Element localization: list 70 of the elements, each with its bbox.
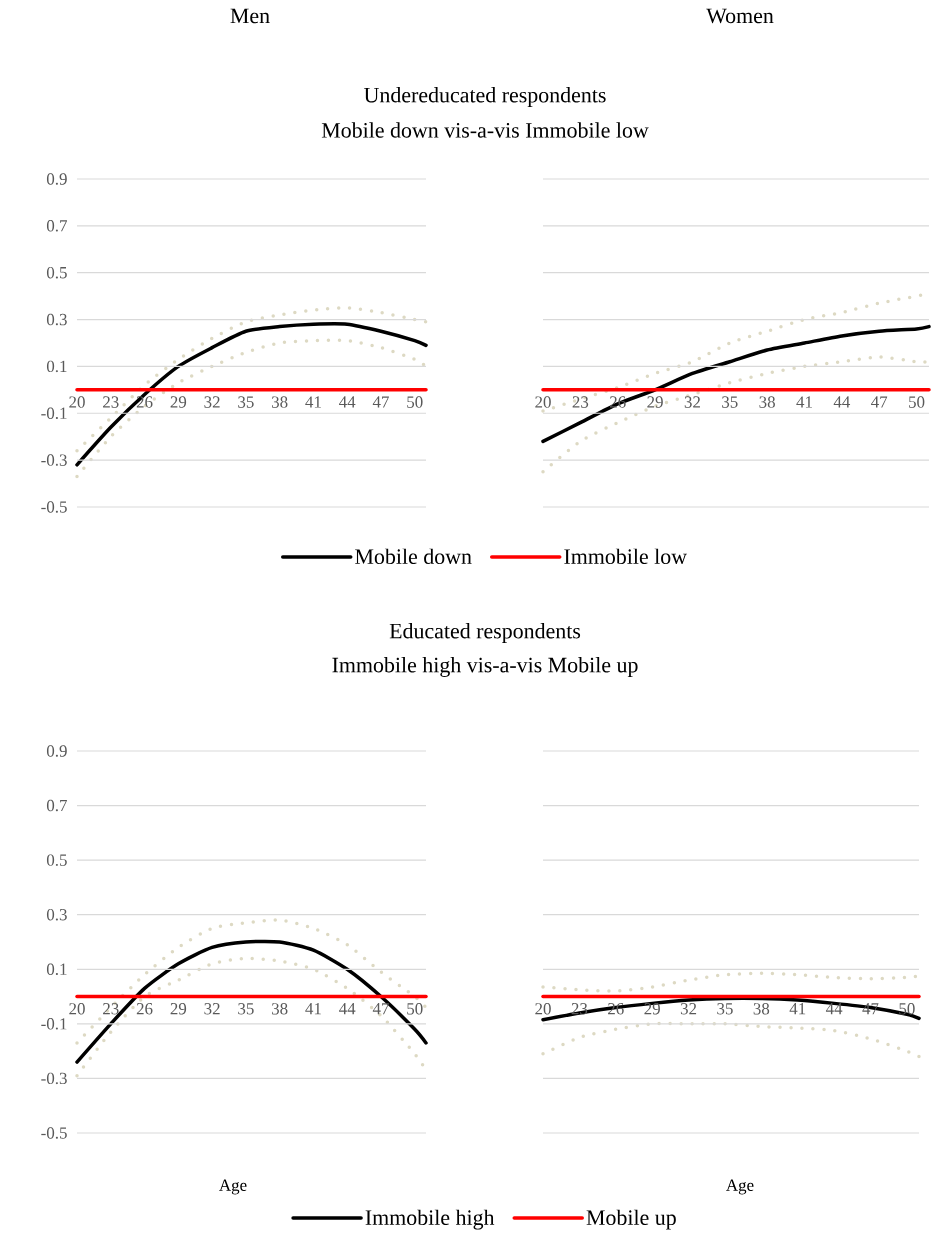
y-tick-label: -0.5 [41,1127,67,1139]
x-tick-label: 35 [238,396,254,408]
x-tick-label: 44 [339,1003,356,1015]
x-tick-label: 23 [572,396,589,408]
x-tick-label: 38 [753,1003,770,1015]
legend-label: Immobile low [564,548,687,565]
x-tick-label: 41 [305,396,321,408]
x-tick-label: 38 [271,396,288,408]
x-tick-label: 29 [644,1003,660,1015]
x-axis-title: Age [726,1179,754,1195]
y-tick-label: 0.3 [46,313,67,326]
chart-title: Women [706,8,774,24]
legend-label: Mobile down [355,548,472,565]
x-tick-label: 26 [136,1003,153,1015]
x-tick-label: 32 [204,1003,220,1015]
text: Mobile down vis-a-vis Immobile low [321,122,649,138]
x-tick-label: 44 [833,396,851,408]
x-tick-label: 41 [305,1003,321,1015]
y-tick-label: -0.5 [41,501,67,513]
x-tick-label: 32 [204,396,220,408]
x-tick-label: 38 [271,1003,288,1015]
x-tick-label: 20 [69,1003,85,1015]
x-tick-label: 41 [796,396,812,408]
chart-title: Men [230,8,270,24]
x-tick-label: 35 [717,1003,733,1015]
legend-label: Immobile high [365,1209,495,1230]
x-tick-label: 20 [535,1003,551,1015]
y-tick-label: 0.9 [46,173,67,185]
y-tick-label: 0.1 [46,963,67,976]
y-tick-label: -0.1 [41,407,67,420]
y-tick-label: 0.1 [46,360,67,373]
x-axis-title: Age [219,1179,247,1195]
x-tick-label: 20 [69,396,85,408]
y-tick-label: 0.5 [46,266,67,279]
y-tick-label: 0.5 [46,854,67,866]
x-tick-label: 32 [684,396,700,408]
y-tick-label: 0.7 [46,799,67,812]
x-tick-label: 26 [136,396,153,408]
x-tick-label: 47 [871,396,888,408]
x-tick-label: 23 [103,396,119,408]
x-tick-label: 29 [647,396,663,408]
text: Educated respondents [389,623,581,643]
x-tick-label: 41 [789,1003,806,1015]
x-tick-label: 35 [722,396,738,408]
x-tick-label: 29 [170,396,187,408]
legend-label: Mobile up [586,1209,676,1230]
x-tick-label: 26 [608,1003,624,1015]
x-tick-label: 47 [372,1003,389,1015]
y-tick-label: -0.1 [41,1018,67,1030]
x-tick-label: 50 [899,1003,915,1015]
x-tick-label: 50 [909,396,925,408]
x-tick-label: 20 [535,396,551,408]
x-tick-label: 50 [407,396,423,408]
y-tick-label: -0.3 [41,1072,67,1085]
y-tick-label: 0.9 [46,745,67,757]
x-tick-label: 29 [170,1003,187,1015]
x-tick-label: 50 [407,1003,423,1015]
text: Undereducated respondents [364,87,606,107]
x-tick-label: 47 [862,1003,879,1015]
x-tick-label: 32 [680,1003,697,1015]
x-tick-label: 44 [825,1003,843,1015]
y-tick-label: 0.7 [46,220,67,232]
y-tick-label: -0.3 [41,454,67,466]
x-tick-label: 38 [759,396,775,408]
y-tick-label: 0.3 [46,908,67,921]
x-tick-label: 47 [372,396,389,408]
x-tick-label: 44 [339,396,356,408]
text: Immobile high vis-a-vis Mobile up [332,657,638,677]
x-tick-label: 23 [103,1003,119,1015]
x-tick-label: 35 [238,1003,254,1015]
